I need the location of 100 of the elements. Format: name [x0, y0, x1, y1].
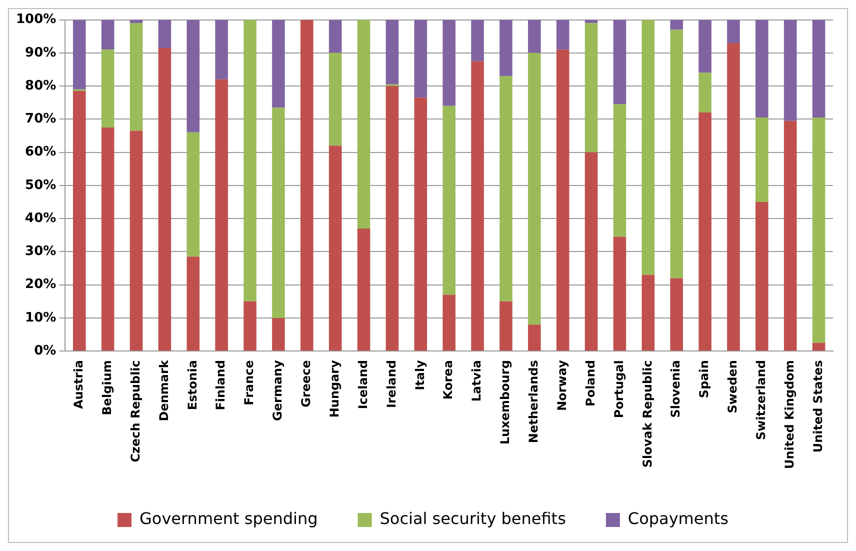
legend-label: Social security benefits — [380, 509, 566, 528]
bar — [471, 61, 484, 351]
bar — [328, 52, 342, 146]
bar — [244, 301, 256, 351]
bar — [442, 294, 456, 351]
bar — [386, 20, 399, 84]
bar — [756, 202, 768, 351]
bar — [442, 20, 456, 106]
x-tick-label: Belgium — [100, 360, 114, 416]
bar — [272, 20, 285, 108]
y-tick-label: 20% — [25, 277, 56, 292]
bar — [584, 23, 598, 152]
bar — [414, 98, 428, 351]
bar — [756, 118, 768, 202]
x-tick-label: Finland — [214, 360, 228, 410]
bar — [471, 20, 484, 62]
bar — [642, 274, 655, 351]
bar — [670, 20, 683, 30]
y-tick-label: 70% — [25, 112, 56, 127]
bar — [698, 20, 712, 73]
bar — [698, 72, 712, 113]
bar — [328, 146, 342, 351]
y-tick-label: 30% — [25, 244, 56, 260]
bar — [812, 20, 826, 118]
x-tick-label: Spain — [697, 360, 712, 398]
x-tick-label: Greece — [299, 360, 314, 408]
bar — [756, 20, 768, 118]
bar — [72, 91, 86, 351]
y-tick-label: 80% — [25, 78, 56, 94]
y-tick-label: 60% — [25, 144, 56, 160]
bar — [328, 20, 342, 53]
bar — [698, 112, 712, 351]
x-tick-label: United Kingdom — [782, 360, 796, 470]
bar — [101, 127, 114, 351]
x-tick-label: Austria — [72, 360, 86, 409]
x-tick-label: Iceland — [356, 360, 370, 410]
bar — [186, 256, 200, 351]
bar — [186, 20, 200, 132]
bar — [215, 79, 228, 351]
x-tick-label: Poland — [583, 360, 598, 406]
x-tick-label: Korea — [441, 360, 456, 400]
bar — [613, 104, 626, 237]
x-tick-label: Italy — [412, 360, 427, 390]
x-tick-label: Switzerland — [754, 360, 768, 440]
bar — [357, 20, 370, 229]
x-tick-label: Hungary — [327, 360, 342, 418]
x-tick-label: Denmark — [156, 359, 171, 422]
bar — [556, 20, 570, 50]
x-tick-label: Czech Republic — [128, 360, 142, 462]
bar — [784, 20, 797, 121]
x-tick-label: Slovenia — [668, 360, 683, 418]
bar — [244, 20, 256, 302]
x-tick-label: France — [242, 360, 256, 406]
bar — [130, 23, 143, 131]
bar — [101, 20, 114, 50]
bar — [158, 20, 172, 48]
bar — [528, 324, 541, 351]
y-tick-label: 0% — [34, 343, 56, 358]
bar — [500, 301, 512, 351]
bar — [186, 132, 200, 257]
bar — [158, 48, 172, 351]
bar — [556, 50, 570, 351]
bar — [727, 20, 740, 43]
bar — [528, 52, 541, 325]
bar — [670, 30, 683, 278]
bar — [500, 76, 512, 302]
bar — [72, 20, 86, 90]
x-tick-label: United States — [810, 360, 825, 453]
bar — [642, 20, 655, 275]
bar — [130, 130, 143, 351]
bar — [784, 120, 797, 351]
x-tick-label: Slovak Republic — [640, 360, 654, 468]
bar — [613, 20, 626, 104]
bar — [386, 86, 399, 351]
y-tick-label: 10% — [25, 310, 56, 326]
bar — [300, 20, 314, 351]
x-tick-label: Norway — [554, 360, 569, 411]
bar — [613, 236, 626, 351]
y-tick-label: 40% — [25, 210, 56, 226]
bar — [528, 20, 541, 53]
x-tick-label: Sweden — [726, 360, 740, 414]
bar — [357, 228, 370, 351]
bar — [215, 20, 228, 80]
y-tick-label: 100% — [16, 12, 56, 28]
x-tick-label: Luxembourg — [498, 360, 512, 445]
bar — [812, 118, 826, 343]
bar — [272, 318, 285, 351]
y-tick-label: 50% — [25, 178, 56, 193]
legend-label: Government spending — [140, 509, 318, 528]
bar — [500, 20, 512, 76]
bar — [812, 342, 826, 351]
bar — [727, 42, 740, 351]
bar — [414, 20, 428, 98]
x-tick-label: Netherlands — [526, 360, 541, 444]
x-tick-label: Latvia — [470, 360, 484, 402]
bar — [272, 108, 285, 318]
x-tick-label: Ireland — [384, 360, 398, 408]
x-tick-label: Estonia — [185, 360, 200, 410]
bar — [442, 106, 456, 295]
bar — [584, 152, 598, 351]
